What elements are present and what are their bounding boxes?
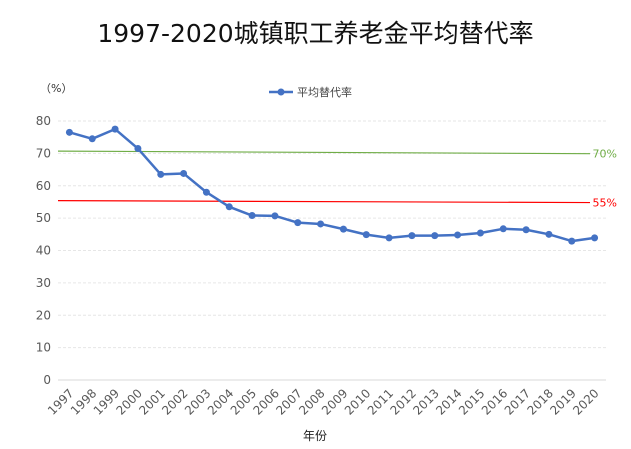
data-point-2000: [134, 145, 142, 153]
chart-title: 1997-2020城镇职工养老金平均替代率: [97, 19, 534, 48]
reference-line-label: 70%: [593, 148, 617, 161]
data-point-2003: [202, 188, 210, 196]
y-tick-label: 20: [36, 308, 51, 322]
reference-line-label: 55%: [593, 197, 617, 210]
data-point-2006: [271, 212, 279, 220]
y-tick-label: 30: [36, 276, 51, 290]
data-point-2009: [339, 225, 347, 233]
legend: 平均替代率: [269, 85, 352, 99]
data-point-2019: [568, 237, 576, 245]
x-axis-label: 年份: [303, 429, 327, 443]
legend-point-marker: [277, 88, 285, 96]
legend-label: 平均替代率: [297, 85, 352, 99]
y-tick-label: 0: [43, 373, 51, 387]
data-point-1998: [88, 135, 96, 143]
reference-lines: 70% 55%: [57, 148, 617, 210]
y-tick-label: 50: [36, 211, 51, 225]
x-tick-labels: 1997199819992000200120022003200420052006…: [45, 386, 602, 417]
data-point-2014: [454, 231, 462, 239]
reference-line-70%: [57, 150, 591, 155]
y-tick-label: 70: [36, 146, 51, 160]
y-axis-label: （%）: [40, 82, 72, 95]
data-point-2010: [362, 231, 370, 239]
data-point-2013: [431, 232, 439, 240]
data-point-1997: [65, 128, 73, 136]
data-point-2001: [157, 170, 165, 178]
data-point-2007: [294, 219, 302, 227]
gridlines: [58, 120, 606, 349]
series-line: [69, 127, 595, 243]
data-point-1999: [111, 125, 119, 133]
reference-line-55%: [57, 200, 591, 204]
y-tick-label: 60: [36, 179, 51, 193]
data-point-2017: [522, 226, 530, 234]
data-point-2016: [499, 225, 507, 233]
data-point-2018: [545, 230, 553, 238]
series-layer: [65, 125, 599, 245]
y-tick-labels: 0 10 20 30 40 50 60 70 80: [36, 114, 51, 387]
data-point-2012: [408, 232, 416, 240]
data-point-2015: [476, 229, 484, 237]
data-point-2004: [225, 203, 233, 211]
data-point-2002: [180, 169, 188, 177]
data-point-2005: [248, 212, 256, 220]
data-point-2020: [591, 234, 599, 242]
data-point-2008: [317, 220, 325, 228]
x-tick-label: 2020: [570, 386, 601, 417]
y-tick-label: 10: [36, 341, 51, 355]
data-point-2011: [385, 234, 393, 242]
y-tick-label: 40: [36, 244, 51, 258]
y-tick-label: 80: [36, 114, 51, 128]
